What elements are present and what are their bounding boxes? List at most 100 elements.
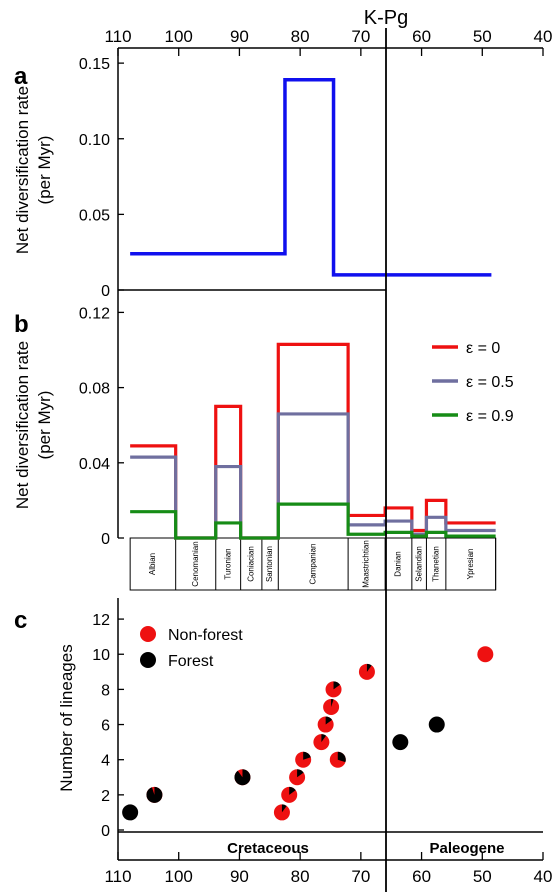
panel-b-y-ticks: 0 0.04 0.08 0.12 (79, 305, 124, 548)
stage-label: Ypresian (466, 549, 475, 580)
panel-b-legend-label: ε = 0 (466, 340, 500, 357)
bottom-axis-ticks: 110 100 90 80 70 60 50 40 (104, 852, 552, 886)
panel-a-plot (130, 78, 492, 277)
lineage-point (289, 769, 306, 786)
top-tick-label: 80 (291, 27, 310, 46)
lineage-point (358, 663, 375, 680)
stage-label: Albian (148, 553, 157, 575)
panel-c: c Number of lineages 0 2 4 6 8 10 12 Cretaceou… (14, 598, 552, 886)
bottom-tick-label: 50 (473, 867, 492, 886)
stage-label: Turonian (223, 548, 232, 579)
panel-a-ylabel-line1: Net diversification rate (13, 86, 32, 254)
lineage-point-forest (122, 804, 139, 821)
lineage-point (146, 786, 163, 803)
lineage-point-forest-wedge (321, 734, 327, 743)
panel-a-rate-line (130, 78, 492, 277)
panel-c-y-tick-label: 12 (92, 612, 110, 629)
panel-c-ylabel: Number of lineages (57, 644, 76, 791)
panel-b-ylabel-line2: (per Myr) (35, 391, 54, 460)
bottom-tick-label: 110 (104, 867, 131, 886)
panel-b-ylabel-line1: Net diversification rate (13, 341, 32, 509)
panel-b-y-tick-label: 0 (101, 531, 110, 548)
panel-a-y-tick-label: 0.10 (79, 132, 110, 149)
panel-b: b Net diversification rate (per Myr) 0 0.… (13, 289, 514, 591)
lineage-point (323, 698, 340, 715)
panel-b-y-tick-label: 0.04 (79, 456, 110, 473)
lineage-point (428, 716, 445, 733)
top-tick-label: 110 (104, 27, 131, 46)
panel-c-y-tick-label: 0 (101, 823, 110, 840)
lineage-point-forest-wedge (303, 751, 311, 760)
kpg-boundary-label: K-Pg (364, 7, 408, 29)
panel-b-letter: b (14, 311, 29, 338)
top-tick-label: 90 (230, 27, 249, 46)
top-tick-label: 70 (351, 27, 370, 46)
lineage-point-forest-wedge (146, 786, 163, 803)
lineage-point-forest-wedge (337, 751, 346, 763)
lineage-point-forest-wedge (333, 681, 341, 690)
lineage-point-forest-wedge (325, 716, 333, 725)
stage-label: Maastrichtian (362, 540, 371, 588)
panel-a-y-ticks: 0 0.05 0.10 0.15 (79, 56, 124, 300)
panel-b-series-line (130, 502, 496, 540)
panel-b-y-tick-label: 0.12 (79, 305, 110, 322)
top-axis: 110 100 90 80 70 60 50 40 (104, 27, 552, 56)
panel-b-series-line (130, 342, 496, 540)
bottom-tick-label: 80 (291, 867, 310, 886)
top-tick-label: 40 (534, 27, 553, 46)
stage-bar: Albian Cenomanian Turonian Coniacian Santoni… (129, 537, 497, 591)
lineage-point-forest-wedge (366, 663, 372, 672)
stage-label: Cenomanian (191, 541, 200, 586)
lineage-point (122, 804, 139, 821)
stage-label: Campanian (308, 544, 317, 585)
lineage-point-forest-wedge (234, 769, 251, 786)
panel-c-legend-marker (140, 626, 156, 642)
lineage-point-nonforest (477, 646, 494, 663)
stage-label: Santonian (265, 546, 274, 582)
lineage-point-forest (392, 734, 409, 751)
panel-c-y-ticks: 0 2 4 6 8 10 12 (92, 612, 124, 840)
lineage-point (234, 769, 251, 786)
lineage-point (273, 804, 290, 821)
panel-c-y-tick-label: 10 (92, 647, 110, 664)
lineage-point (317, 716, 334, 733)
panel-c-letter: c (14, 607, 27, 634)
panel-b-legend-label: ε = 0.9 (466, 408, 514, 425)
bottom-tick-label: 70 (351, 867, 370, 886)
lineage-point-forest-wedge (289, 786, 296, 795)
lineage-point (325, 681, 342, 698)
panel-a-letter: a (14, 63, 28, 90)
panel-c-legend-label: Forest (168, 653, 214, 670)
panel-b-legend: ε = 0 ε = 0.5 ε = 0.9 (432, 340, 514, 425)
stage-label: Coniacian (246, 546, 255, 582)
panel-c-legend: Non-forest Forest (140, 626, 243, 670)
panel-a-ylabel-line2: (per Myr) (35, 136, 54, 205)
bottom-tick-label: 40 (534, 867, 553, 886)
panel-c-y-tick-label: 6 (101, 718, 110, 735)
period-label-cretaceous: Cretaceous (227, 840, 309, 857)
panel-a: a Net diversification rate (per Myr) 0 0.… (13, 48, 492, 300)
stage-label: Danian (394, 551, 403, 576)
lineage-point (295, 751, 312, 768)
top-axis-ticks: 110 100 90 80 70 60 50 40 (104, 27, 552, 56)
lineage-point (392, 734, 409, 751)
bottom-tick-label: 60 (412, 867, 431, 886)
top-tick-label: 100 (165, 27, 193, 46)
lineage-point (313, 734, 330, 751)
top-tick-label: 60 (412, 27, 431, 46)
lineage-point (477, 646, 494, 663)
bottom-tick-label: 90 (230, 867, 249, 886)
lineage-point (281, 786, 298, 803)
panel-a-y-tick-label: 0.05 (79, 207, 110, 224)
lineage-point-forest (428, 716, 445, 733)
lineage-point-forest-wedge (297, 769, 304, 778)
panel-c-y-tick-label: 2 (101, 788, 110, 805)
stage-label: Thanetian (431, 546, 440, 582)
period-label-paleogene: Paleogene (429, 840, 504, 857)
panel-b-legend-label: ε = 0.5 (466, 374, 514, 391)
panel-c-legend-marker (140, 652, 156, 668)
panel-b-y-tick-label: 0.08 (79, 381, 110, 398)
panel-c-plot (122, 646, 494, 821)
lineage-point (329, 751, 346, 768)
